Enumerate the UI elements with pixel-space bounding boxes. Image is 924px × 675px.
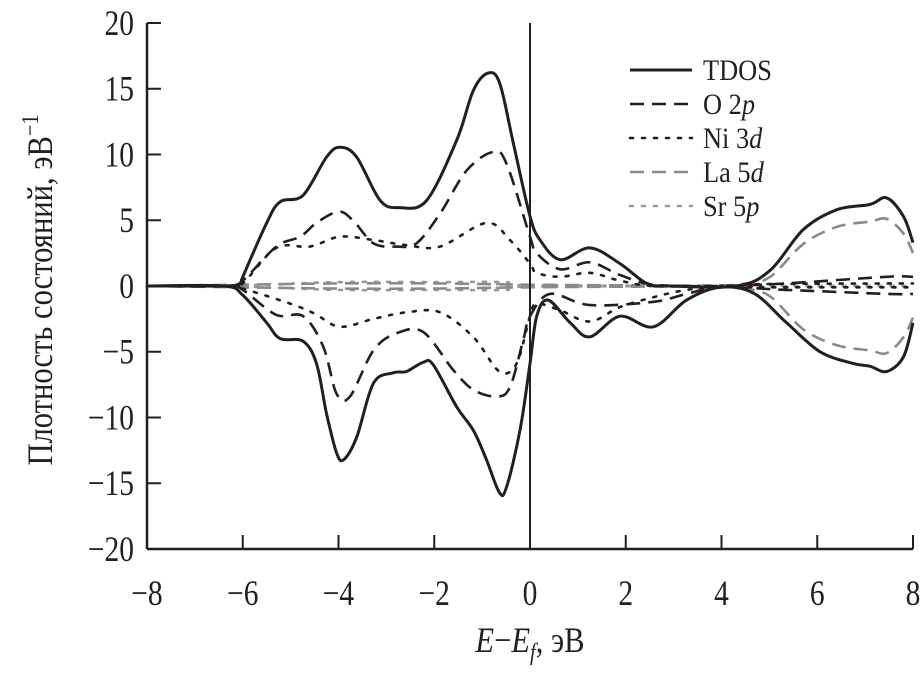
y-tick-label: −5 <box>103 333 134 372</box>
series-tdos-up <box>146 71 915 289</box>
x-tick-label: −4 <box>323 574 354 613</box>
legend-label: La 5d <box>703 157 765 190</box>
legend-item-la-5d: La 5d <box>630 157 765 190</box>
x-tick-label: 4 <box>714 574 729 613</box>
y-tick-label: 15 <box>104 70 134 109</box>
legend-item-ni-3d: Ni 3d <box>628 123 763 156</box>
x-axis-title: E−Ef, эВ <box>475 621 585 666</box>
x-tick-label: −8 <box>131 574 162 613</box>
legend-label: O 2p <box>703 89 755 122</box>
y-tick-label: 20 <box>104 4 134 43</box>
legend-label: TDOS <box>703 55 772 88</box>
y-tick-label: 10 <box>104 136 134 175</box>
x-tick-label: 8 <box>906 574 921 613</box>
series-la-5d-down <box>146 284 915 356</box>
series-sr-5p-up <box>145 280 915 288</box>
x-tick-label: −6 <box>227 574 258 613</box>
legend-item-sr-5p: Sr 5p <box>628 191 759 224</box>
x-tick-label: 6 <box>810 574 825 613</box>
y-tick-label: −15 <box>88 465 134 504</box>
y-tick-label: −10 <box>88 399 134 438</box>
legend-label: Ni 3d <box>703 123 763 156</box>
plot-area <box>145 71 915 498</box>
y-axis-title: Плотность состояний, эВ−1 <box>16 114 60 465</box>
x-tick-label: −2 <box>419 574 450 613</box>
series-tdos-down <box>146 283 915 498</box>
series-o-2p-down <box>146 284 914 403</box>
legend-item-tdos: TDOS <box>630 55 772 88</box>
y-tick-label: −20 <box>88 530 134 569</box>
y-tick-label: 5 <box>119 202 134 241</box>
y-tick-label: 0 <box>119 267 134 306</box>
legend-item-o-2p: O 2p <box>630 89 755 122</box>
legend-label: Sr 5p <box>703 191 759 224</box>
x-tick-label: 0 <box>523 574 538 613</box>
series-ni-3d-down <box>145 284 915 375</box>
series-la-5d-up <box>146 217 915 288</box>
x-tick-label: 2 <box>618 574 633 613</box>
series-sr-5p-down <box>145 284 915 292</box>
